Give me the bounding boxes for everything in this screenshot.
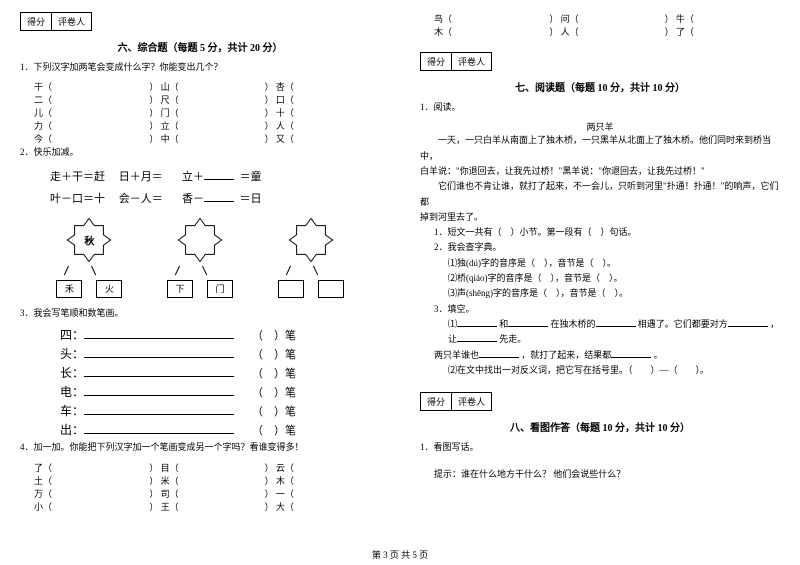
stroke-blank[interactable] <box>84 422 234 434</box>
q6-1-stem: 1．下列汉字加两笔会变成什么字？你能变出几个？ <box>20 60 380 74</box>
right-column: 鸟（） 问（） 牛（ 木（） 人（） 了（ 得分 评卷人 七、阅读题（每题 10… <box>400 0 800 540</box>
stroke-blank[interactable] <box>84 384 234 396</box>
stroke-lines: 四：（ ）笔 头：（ ）笔 长：（ ）笔 电：（ ）笔 车：（ ）笔 出：（ ）… <box>20 326 380 438</box>
fill-blank[interactable] <box>611 348 651 358</box>
stroke-blank[interactable] <box>84 365 234 377</box>
fill-blank[interactable] <box>457 332 497 342</box>
reading-passage: 一天，一只白羊从南面上了独木桥，一只黑羊从北面上了独木桥。他们同时来到桥当中， … <box>420 133 780 225</box>
math-row-1: 走＋干＝赶 日＋月＝ 立＋ ＝童 <box>20 166 380 188</box>
stroke-blank[interactable] <box>84 346 234 358</box>
q7-1-stem: 1．阅读。 <box>420 100 780 114</box>
q6-1-body: 干（） 山（） 杏（ 二（） 尺（） 口（ 儿（） 门（） 十（ 力（） 立（）… <box>20 80 380 145</box>
star-1: 秋 禾 火 <box>56 216 122 298</box>
fill-blank[interactable] <box>479 348 519 358</box>
fill-blank[interactable] <box>204 192 234 202</box>
reading-questions: 1．短文一共有（ ）小节。第一段有（ ）句话。 2．我会查字典。 ⑴独(dú)字… <box>420 225 780 378</box>
fill-blank[interactable] <box>596 317 636 327</box>
score-label: 得分 <box>421 53 452 70</box>
score-box-7: 得分 评卷人 <box>420 52 492 71</box>
q8-hint: 提示：谁在什么地方干什么？ 他们会说些什么？ <box>420 467 780 480</box>
top-continued: 鸟（） 问（） 牛（ 木（） 人（） 了（ <box>420 12 780 38</box>
section-8-title: 八、看图作答（每题 10 分，共计 10 分） <box>420 419 780 434</box>
star-3-box2[interactable] <box>318 280 344 298</box>
reading-title: 两只羊 <box>420 120 780 133</box>
star-1-box2: 火 <box>96 280 122 298</box>
star-2: 下 门 <box>167 216 233 298</box>
section-6-title: 六、综合题（每题 5 分，共计 20 分） <box>20 39 380 54</box>
stroke-blank[interactable] <box>84 403 234 415</box>
q6-3-stem: 3．我会写笔顺和数笔画。 <box>20 306 380 320</box>
stroke-blank[interactable] <box>84 327 234 339</box>
star-3-box1[interactable] <box>278 280 304 298</box>
math-row-2: 叶－口＝十 会－人＝ 香－ ＝日 <box>20 188 380 210</box>
fill-blank[interactable] <box>457 317 497 327</box>
star-1-char: 秋 <box>84 232 94 247</box>
star-diagrams: 秋 禾 火 下 门 <box>20 210 380 306</box>
q6-4-stem: 4．加一加。你能把下列汉字加一个笔画变成另一个字吗？看谁变得多！ <box>20 440 380 454</box>
star-1-box1: 禾 <box>56 280 82 298</box>
grader-label: 评卷人 <box>452 53 491 70</box>
q8-1-stem: 1．看图写话。 <box>420 440 780 454</box>
score-label: 得分 <box>21 13 52 30</box>
star-2-box1: 下 <box>167 280 193 298</box>
left-column: 得分 评卷人 六、综合题（每题 5 分，共计 20 分） 1．下列汉字加两笔会变… <box>0 0 400 540</box>
fill-blank[interactable] <box>204 170 234 180</box>
q6-4-body: 了（） 目（） 云（ 土（） 米（） 木（ 万（） 司（） 一（ 小（） 王（）… <box>20 461 380 513</box>
score-box-6: 得分 评卷人 <box>20 12 92 31</box>
score-box-8: 得分 评卷人 <box>420 392 492 411</box>
grader-label: 评卷人 <box>452 393 491 410</box>
star-3 <box>278 216 344 298</box>
section-7-title: 七、阅读题（每题 10 分，共计 10 分） <box>420 79 780 94</box>
fill-blank[interactable] <box>508 317 548 327</box>
star-2-box2: 门 <box>207 280 233 298</box>
grader-label: 评卷人 <box>52 13 91 30</box>
fill-blank[interactable] <box>728 317 768 327</box>
score-label: 得分 <box>421 393 452 410</box>
page-footer: 第 3 页 共 5 页 <box>0 548 800 561</box>
q6-2-stem: 2．快乐加减。 <box>20 145 380 159</box>
